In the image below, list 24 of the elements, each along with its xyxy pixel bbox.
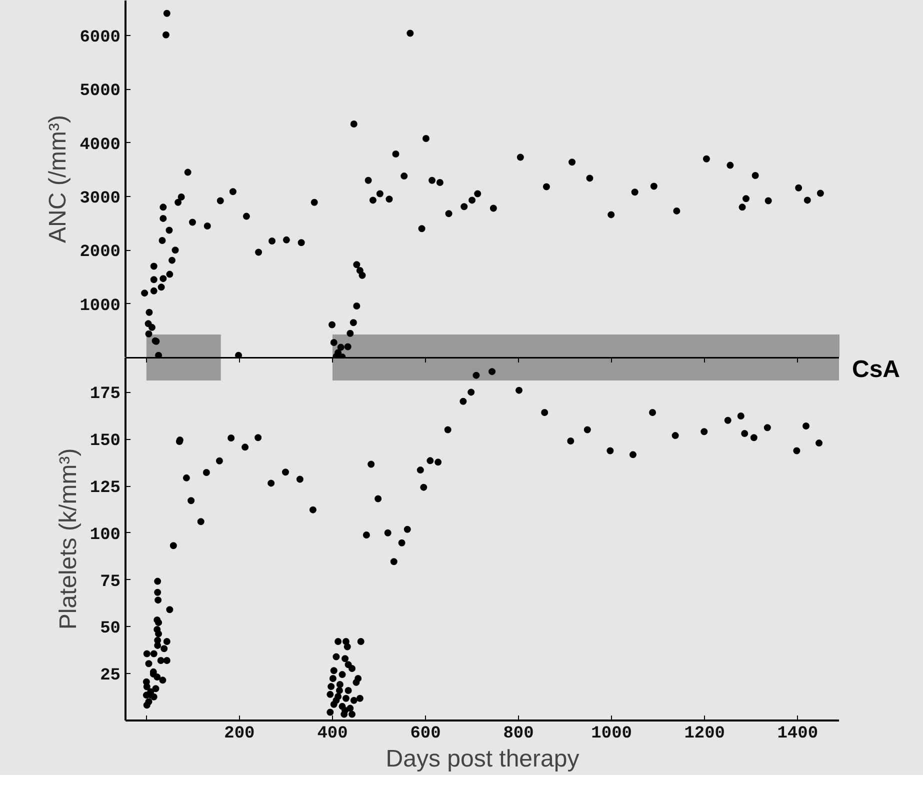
y-tick-label: 6000	[80, 28, 121, 48]
y-tick-label: 125	[90, 479, 121, 498]
y-tick-label: 100	[90, 526, 121, 545]
y-tick-label: 75	[100, 572, 121, 592]
x-tick-label: 400	[317, 724, 348, 744]
y-tick-label: 2000	[80, 243, 121, 262]
x-tick-label: 1400	[777, 724, 818, 744]
x-tick-label: 800	[503, 724, 534, 744]
y-axis-title: Platelets (k/mm³)	[54, 448, 82, 630]
x-tick-label: 200	[224, 724, 255, 744]
x-axis-title: Days post therapy	[386, 746, 580, 772]
y-tick-label: 50	[100, 620, 121, 639]
x-tick-label: 1000	[591, 724, 632, 744]
x-tick-label: 600	[410, 724, 441, 744]
y-tick-label: 3000	[80, 189, 121, 208]
y-tick-label: 1000	[80, 296, 121, 316]
y-tick-label: 150	[90, 432, 121, 452]
y-tick-label: 175	[90, 385, 121, 404]
y-tick-label: 5000	[80, 82, 121, 102]
y-tick-label: 4000	[80, 136, 121, 155]
x-tick-label: 1200	[684, 724, 726, 744]
band-label: CsA	[852, 355, 900, 385]
y-tick-label: 25	[100, 666, 121, 686]
y-axis-title: ANC (/mm³)	[44, 115, 72, 243]
